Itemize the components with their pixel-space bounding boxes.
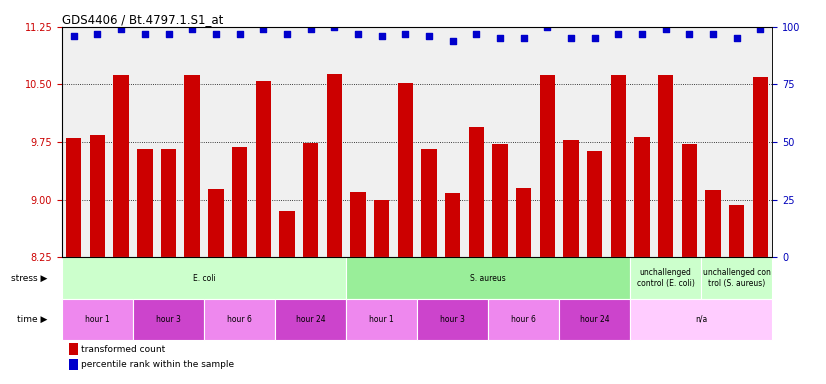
Bar	[705, 190, 721, 257]
Text: transformed count: transformed count	[81, 345, 165, 354]
Bar	[563, 140, 579, 257]
Bar	[610, 75, 626, 257]
Text: percentile rank within the sample: percentile rank within the sample	[81, 360, 235, 369]
Bar	[559, 299, 630, 340]
Point	[612, 31, 625, 37]
Bar	[658, 75, 673, 257]
Point	[138, 31, 151, 37]
Bar	[634, 137, 650, 257]
Point	[635, 31, 648, 37]
Bar	[492, 144, 508, 257]
Bar	[516, 188, 531, 257]
Text: n/a: n/a	[695, 315, 707, 324]
Bar	[208, 189, 224, 257]
Bar	[417, 299, 488, 340]
Bar	[539, 75, 555, 257]
Text: unchallenged
control (E. coli): unchallenged control (E. coli)	[637, 268, 695, 288]
Point	[115, 26, 128, 32]
Bar	[421, 149, 437, 257]
Bar	[90, 135, 105, 257]
Point	[541, 24, 554, 30]
Point	[517, 35, 530, 41]
Bar	[752, 77, 768, 257]
Bar	[133, 299, 204, 340]
Text: E. coli: E. coli	[192, 273, 216, 283]
Point	[186, 26, 199, 32]
Bar	[326, 74, 342, 257]
Text: GDS4406 / Bt.4797.1.S1_at: GDS4406 / Bt.4797.1.S1_at	[62, 13, 223, 26]
Bar	[137, 149, 153, 257]
Bar	[681, 144, 697, 257]
Bar	[630, 257, 701, 299]
Bar	[397, 83, 413, 257]
Point	[304, 26, 317, 32]
Bar	[161, 149, 176, 257]
Bar	[701, 257, 772, 299]
Point	[351, 31, 364, 37]
Text: hour 24: hour 24	[296, 315, 325, 324]
Bar	[630, 299, 772, 340]
Bar	[184, 75, 200, 257]
Point	[91, 31, 104, 37]
Text: hour 24: hour 24	[580, 315, 610, 324]
Point	[328, 24, 341, 30]
Bar	[255, 81, 271, 257]
Bar	[62, 257, 346, 299]
Point	[67, 33, 80, 39]
Point	[493, 35, 506, 41]
Point	[375, 33, 388, 39]
Bar	[468, 127, 484, 257]
Text: hour 6: hour 6	[227, 315, 252, 324]
Bar	[62, 299, 133, 340]
Text: unchallenged con
trol (S. aureus): unchallenged con trol (S. aureus)	[703, 268, 771, 288]
Bar	[113, 75, 129, 257]
Point	[280, 31, 293, 37]
Bar	[729, 205, 744, 257]
Point	[564, 35, 577, 41]
Point	[446, 38, 459, 44]
Point	[257, 26, 270, 32]
Text: S. aureus: S. aureus	[470, 273, 506, 283]
Point	[470, 31, 483, 37]
Text: hour 3: hour 3	[440, 315, 465, 324]
Bar	[374, 200, 389, 257]
Point	[399, 31, 412, 37]
Point	[683, 31, 696, 37]
Point	[162, 31, 175, 37]
Text: hour 1: hour 1	[369, 315, 394, 324]
Point	[730, 35, 743, 41]
Text: hour 6: hour 6	[511, 315, 536, 324]
Bar	[279, 211, 295, 257]
Text: hour 3: hour 3	[156, 315, 181, 324]
Point	[706, 31, 719, 37]
Bar	[445, 193, 460, 257]
Bar	[275, 299, 346, 340]
Bar	[346, 257, 630, 299]
Bar	[303, 143, 318, 257]
Text: stress ▶: stress ▶	[12, 273, 48, 283]
Bar	[204, 299, 275, 340]
Point	[588, 35, 601, 41]
Bar	[587, 151, 602, 257]
Bar	[346, 299, 417, 340]
Point	[754, 26, 767, 32]
Point	[422, 33, 435, 39]
Point	[233, 31, 246, 37]
Text: hour 1: hour 1	[85, 315, 110, 324]
Point	[209, 31, 222, 37]
Bar	[232, 147, 247, 257]
Bar	[488, 299, 559, 340]
Point	[659, 26, 672, 32]
Bar	[66, 138, 82, 257]
Text: time ▶: time ▶	[17, 315, 48, 324]
Bar	[69, 359, 78, 370]
Bar	[350, 192, 366, 257]
Bar	[69, 343, 78, 355]
